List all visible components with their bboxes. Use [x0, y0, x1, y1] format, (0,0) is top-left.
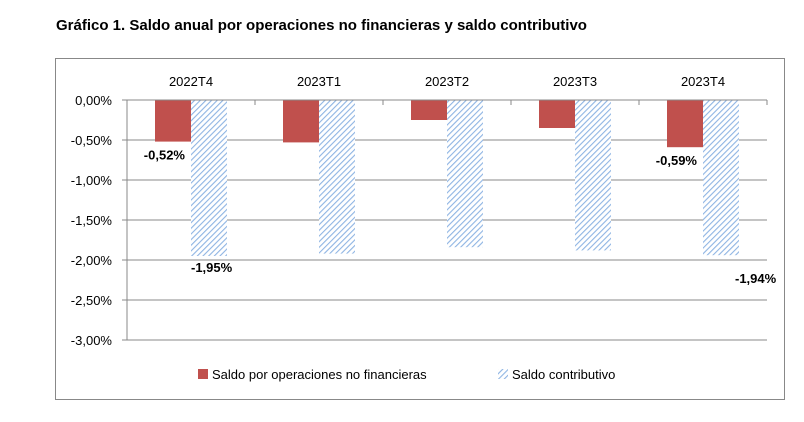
- bar-saldo-contributivo: [447, 100, 483, 248]
- y-tick-label: -0,50%: [71, 133, 113, 148]
- y-tick-label: -2,00%: [71, 253, 113, 268]
- category-label: 2023T1: [297, 74, 341, 89]
- bar-saldo-operaciones: [283, 100, 319, 143]
- chart-title: Gráfico 1. Saldo anual por operaciones n…: [56, 17, 587, 34]
- bar-saldo-operaciones: [411, 100, 447, 120]
- bar-saldo-contributivo: [319, 100, 355, 254]
- category-label: 2023T3: [553, 74, 597, 89]
- y-tick-label: -3,00%: [71, 333, 113, 348]
- bar-saldo-operaciones: [539, 100, 575, 128]
- bar-saldo-contributivo: [191, 100, 227, 256]
- bar-saldo-contributivo: [703, 100, 739, 256]
- category-label: 2023T4: [681, 74, 725, 89]
- bar-saldo-contributivo: [575, 100, 611, 251]
- y-tick-label: -1,50%: [71, 213, 113, 228]
- y-tick-label: -2,50%: [71, 293, 113, 308]
- category-label: 2023T2: [425, 74, 469, 89]
- y-tick-label: -1,00%: [71, 173, 113, 188]
- data-label: -0,59%: [656, 153, 698, 168]
- chart-frame: [55, 58, 785, 400]
- legend-label: Saldo contributivo: [512, 367, 615, 382]
- bar-saldo-operaciones: [155, 100, 191, 142]
- data-label: -1,95%: [191, 260, 233, 275]
- y-tick-label: 0,00%: [75, 93, 112, 108]
- bar-saldo-operaciones: [667, 100, 703, 148]
- legend-swatch-saldo-operaciones: [198, 369, 208, 379]
- category-label: 2022T4: [169, 74, 213, 89]
- legend-label: Saldo por operaciones no financieras: [212, 367, 427, 382]
- data-label: -1,94%: [735, 271, 777, 286]
- data-label: -0,52%: [144, 148, 186, 163]
- legend-swatch-saldo-contributivo: [498, 369, 508, 379]
